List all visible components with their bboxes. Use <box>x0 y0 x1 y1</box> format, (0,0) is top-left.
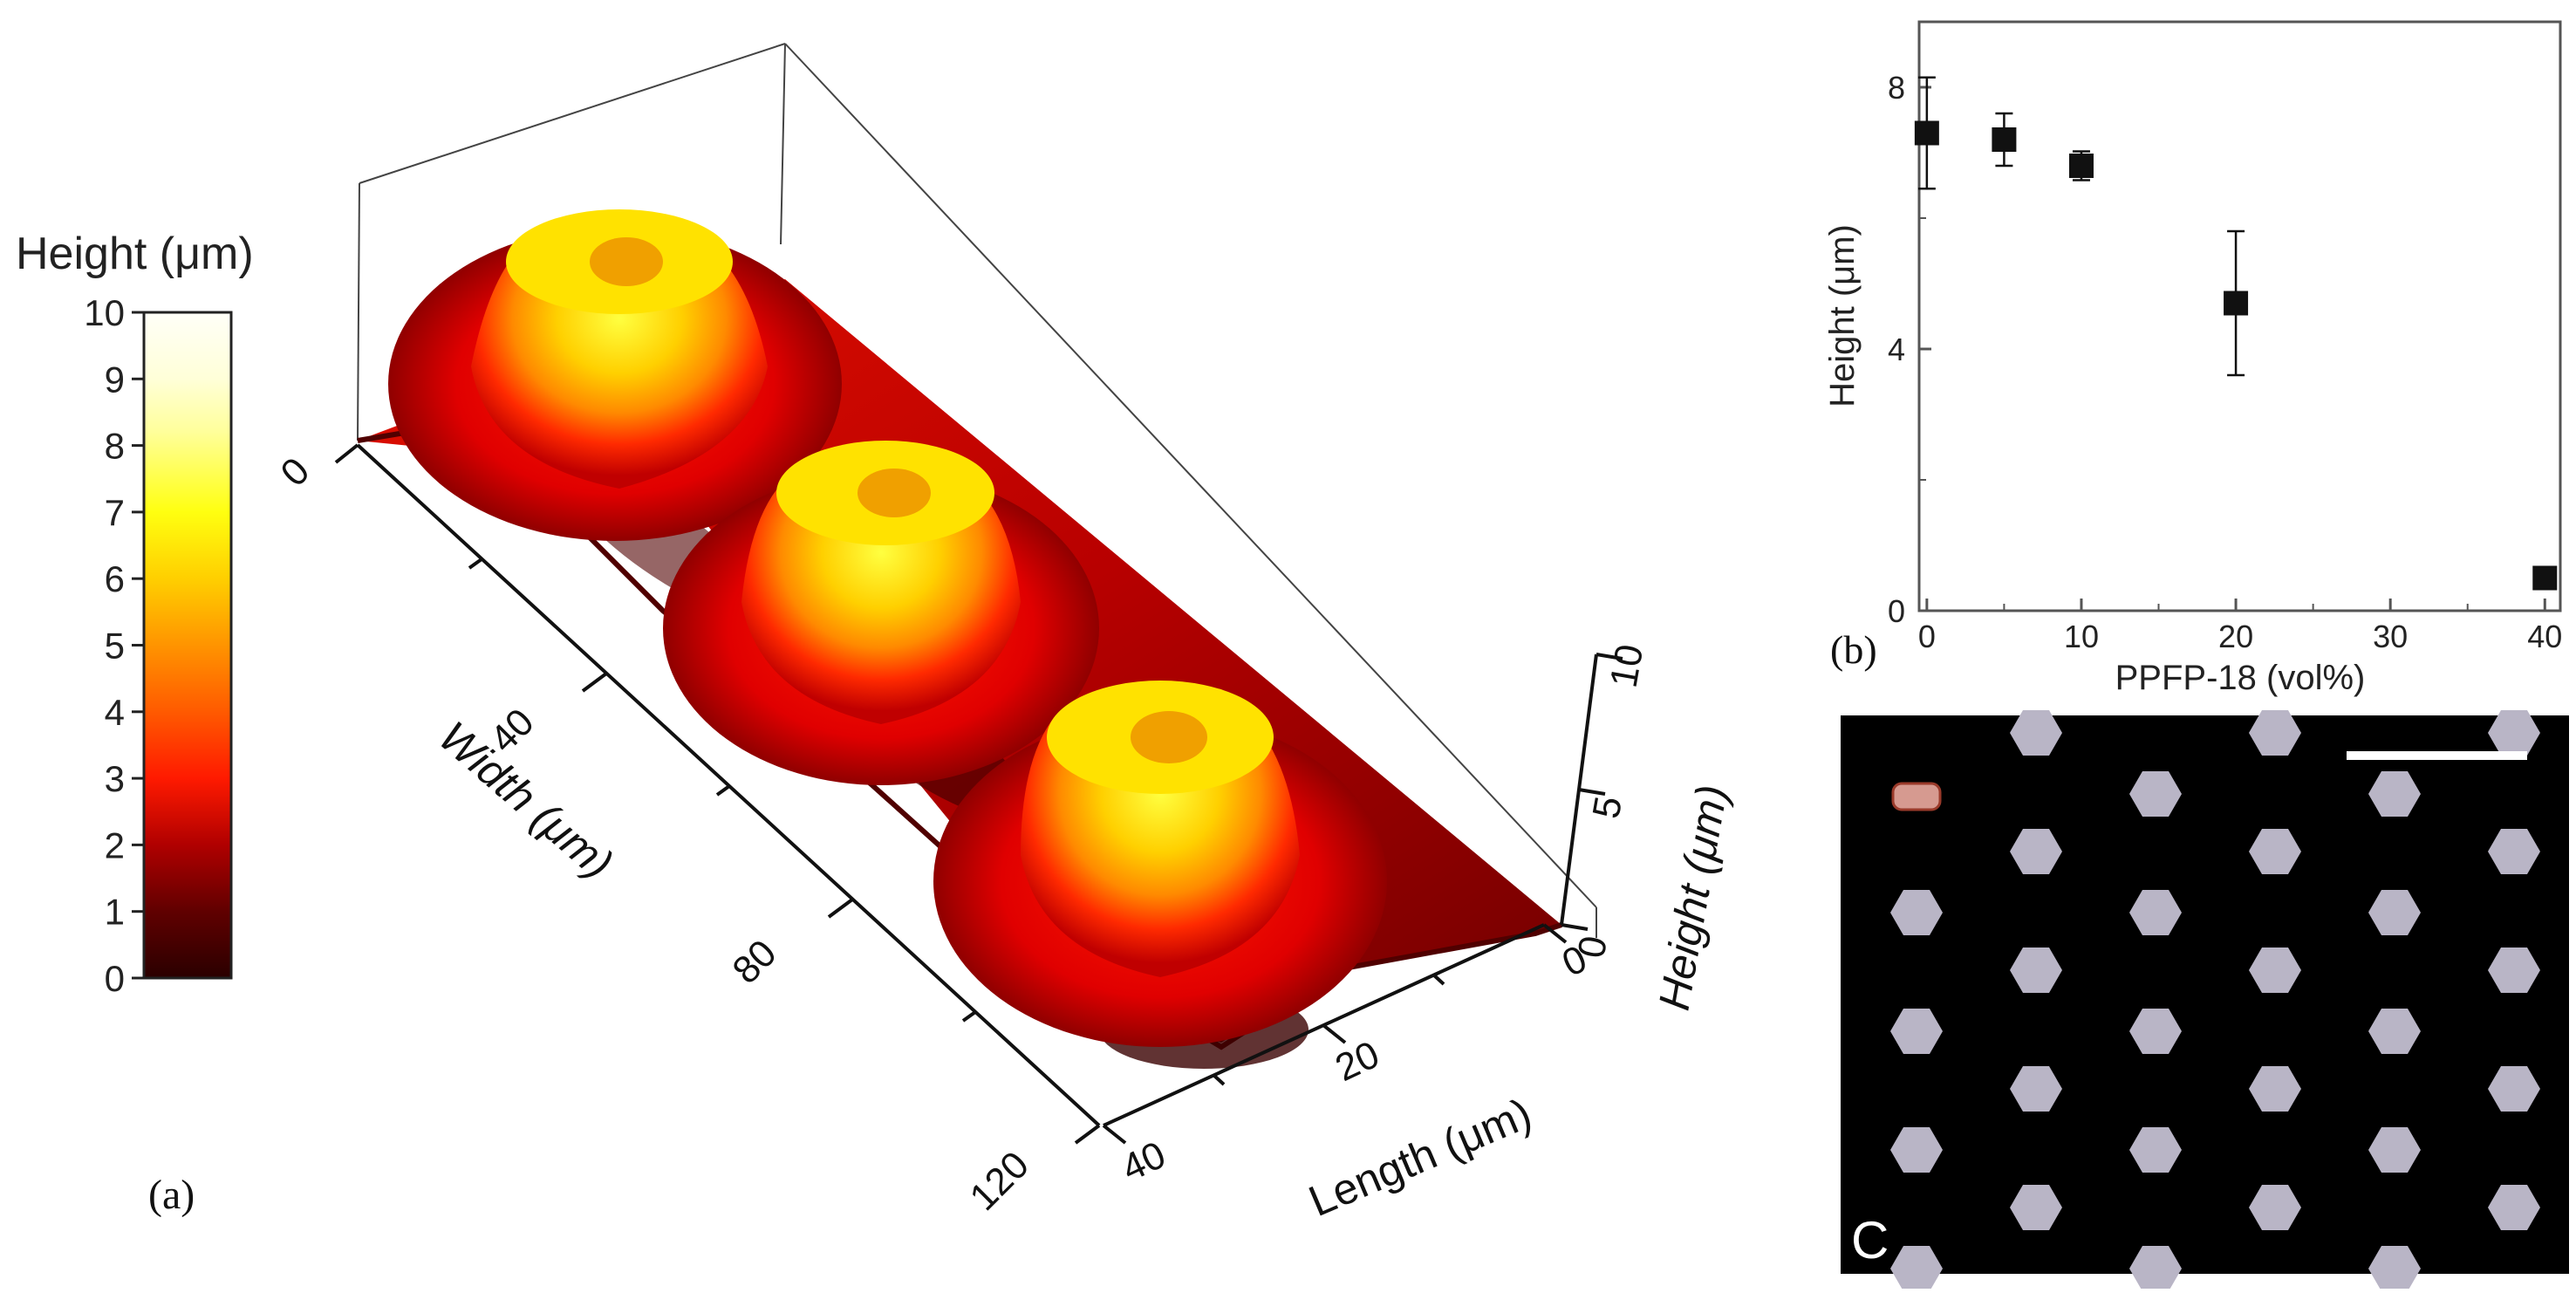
x-axis-ticks: 0 10 20 30 40 <box>1918 599 2562 654</box>
box-frame <box>357 43 1597 938</box>
y-tick-label: 0 <box>1888 593 1905 629</box>
colorbar-tick-label: 6 <box>105 558 125 599</box>
data-point <box>2068 154 2094 178</box>
width-tick-80: 80 <box>724 932 784 992</box>
height-axis <box>1560 653 1623 931</box>
x-tick-label: 10 <box>2064 619 2099 654</box>
hexagon-pillar <box>2488 710 2540 756</box>
hexagon-pillar <box>2368 1246 2421 1291</box>
colorbar-title: Height (μm) <box>16 229 254 279</box>
panel-c-label: C <box>1851 1211 1889 1269</box>
scatter-svg: 0 10 20 30 40 0 4 8 PPFP-18 (vol%) Height (μm)… <box>1823 20 2562 697</box>
hexagon-pillar <box>2368 1009 2421 1054</box>
hexagon-pillar <box>2010 948 2062 993</box>
hexagon-pillar <box>1890 1246 1943 1291</box>
height-tick-10: 10 <box>1602 641 1652 691</box>
hexagon-pillars <box>1890 710 2540 1291</box>
hexagon-pillar <box>2368 890 2421 935</box>
hexagon-pillar <box>2010 829 2062 874</box>
panel-c-micrograph: C <box>1780 707 2576 1291</box>
colorbar-tick-label: 10 <box>84 292 125 333</box>
colorbar-tick-label: 5 <box>105 626 125 667</box>
length-axis <box>1102 923 1568 1145</box>
colorbar-ticks: 0 1 2 3 4 5 6 7 8 9 10 <box>84 292 144 999</box>
data-points <box>1914 76 2558 591</box>
pillar-highlight <box>1891 782 1942 811</box>
colorbar-tick-label: 3 <box>105 758 125 799</box>
width-tick-0: 0 <box>272 449 318 495</box>
length-tick-20: 20 <box>1329 1033 1386 1090</box>
width-axis <box>334 443 1101 1145</box>
colorbar-tick-label: 1 <box>105 892 125 933</box>
hexagon-pillar <box>2249 1066 2301 1112</box>
hexagon-pillar <box>2010 1185 2062 1230</box>
data-point <box>1992 127 2017 152</box>
hexagon-pillar <box>2368 771 2421 817</box>
surface-plot-svg: Height (μm) 0 1 2 3 4 5 6 7 8 9 10 <box>16 43 1737 1226</box>
panel-a-surface-plot: Height (μm) 0 1 2 3 4 5 6 7 8 9 10 <box>16 43 1737 1226</box>
hexagon-pillar <box>2488 1185 2540 1230</box>
height-axis-label: Height (μm) <box>1650 781 1737 1014</box>
panel-b-label: (b) <box>1830 627 1877 672</box>
colorbar-tick-label: 8 <box>105 426 125 467</box>
hexagon-pillar <box>2488 948 2540 993</box>
hexagon-pillar <box>2249 948 2301 993</box>
data-point <box>1914 120 1939 146</box>
hexagon-pillar <box>2129 771 2182 817</box>
hexagon-pillar <box>2368 1127 2421 1173</box>
hexagon-pillar <box>2010 1066 2062 1112</box>
plot-area <box>1917 20 2562 612</box>
colorbar-tick-label: 9 <box>105 359 125 400</box>
hexagon-pillar <box>2249 710 2301 756</box>
hexagon-pillar <box>1890 890 1943 935</box>
pillar-2 <box>663 441 1099 785</box>
panel-a-label: (a) <box>148 1172 195 1218</box>
hexagon-pillar <box>2488 1066 2540 1112</box>
hexagon-pillar <box>2249 829 2301 874</box>
micrograph-background <box>1841 715 2569 1274</box>
pillar-1 <box>388 209 842 541</box>
hexagon-pillar <box>2129 1127 2182 1173</box>
y-tick-label: 8 <box>1888 70 1905 106</box>
pillar-3 <box>933 681 1387 1047</box>
length-axis-label: Length (μm) <box>1302 1089 1538 1226</box>
x-tick-label: 20 <box>2218 619 2253 654</box>
colorbar-tick-label: 7 <box>105 492 125 533</box>
y-axis-ticks: 0 4 8 <box>1888 70 1931 629</box>
hexagon-pillar <box>2129 1009 2182 1054</box>
hexagon-pillar <box>2129 890 2182 935</box>
micrograph-svg: C <box>1841 710 2569 1291</box>
colorbar <box>142 311 233 980</box>
hexagon-pillar <box>2488 829 2540 874</box>
colorbar-tick-label: 2 <box>105 824 125 865</box>
panel-b-scatter-plot: 0 10 20 30 40 0 4 8 PPFP-18 (vol%) Height (μm)… <box>1780 0 2576 707</box>
x-tick-label: 30 <box>2373 619 2408 654</box>
hexagon-pillar <box>1890 1009 1943 1054</box>
colorbar-tick-label: 4 <box>105 692 125 733</box>
x-tick-label: 0 <box>1918 619 1936 654</box>
hexagon-pillar <box>2249 1185 2301 1230</box>
y-axis-label: Height (μm) <box>1823 224 1862 407</box>
hexagon-pillar <box>1890 1127 1943 1173</box>
x-tick-label: 40 <box>2527 619 2562 654</box>
colorbar-tick-label: 0 <box>105 958 125 999</box>
data-point <box>2224 291 2249 316</box>
height-tick-5: 5 <box>1585 793 1631 822</box>
x-axis-label: PPFP-18 (vol%) <box>2115 659 2366 697</box>
hexagon-pillar <box>2129 1246 2182 1291</box>
data-point <box>2532 565 2558 591</box>
width-tick-120: 120 <box>961 1144 1037 1220</box>
hexagon-pillar <box>2010 710 2062 756</box>
y-tick-label: 4 <box>1888 332 1905 367</box>
